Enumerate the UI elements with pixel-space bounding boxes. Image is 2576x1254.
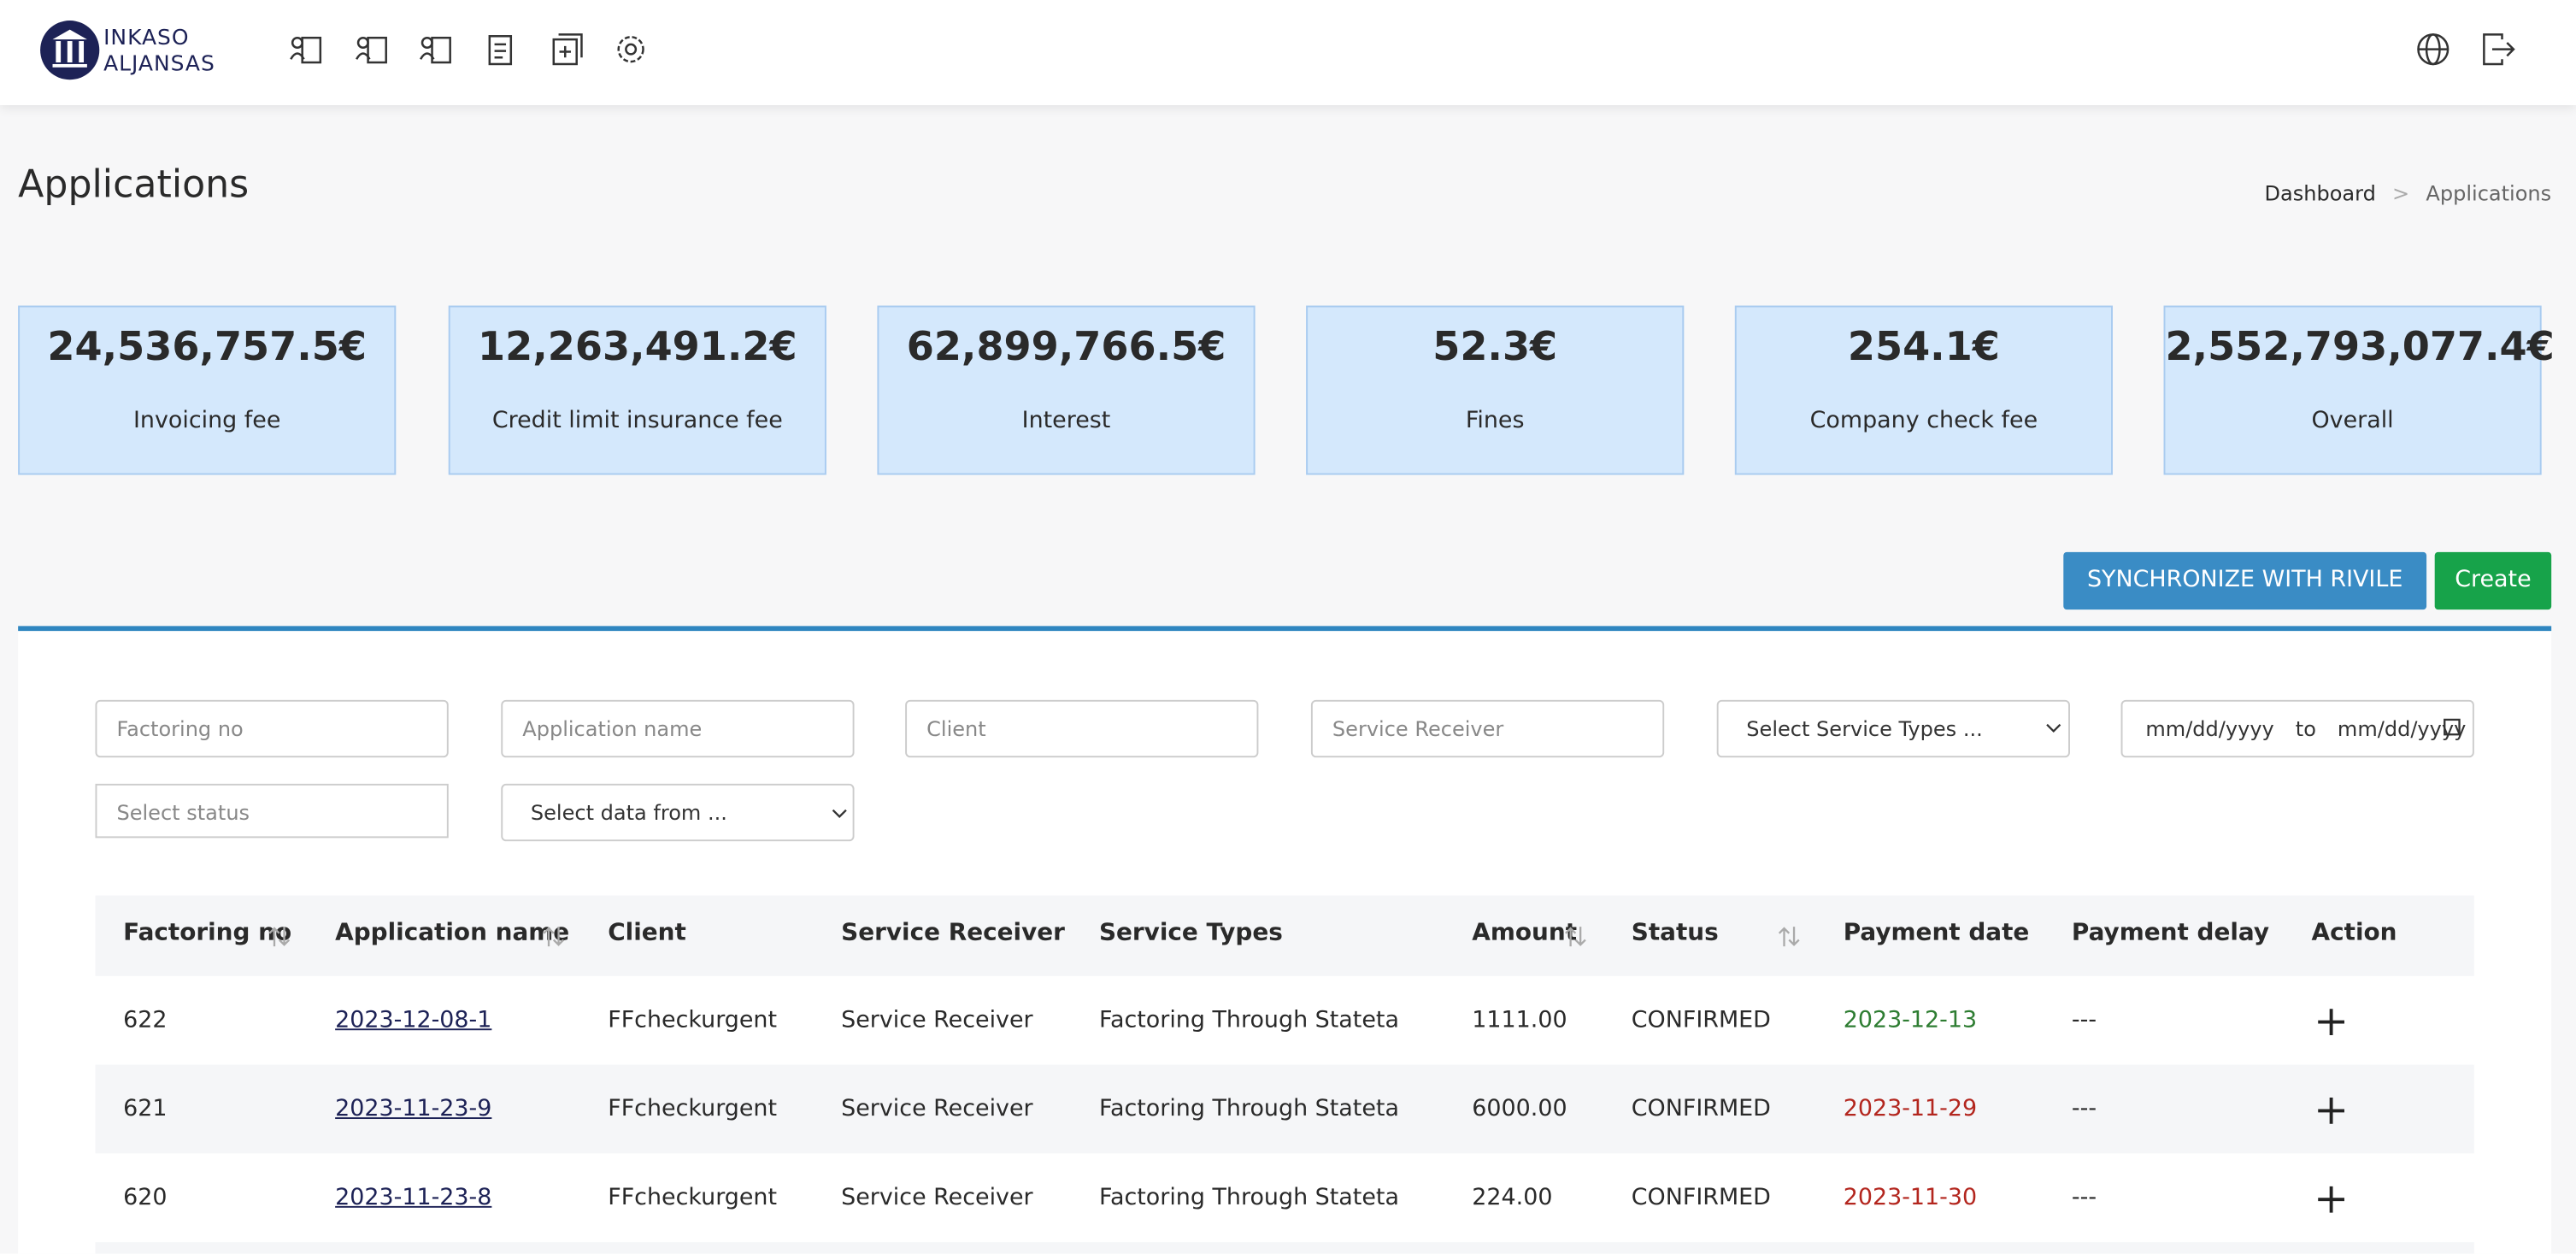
- row-bg: [95, 1242, 2474, 1254]
- filter-select[interactable]: Select status: [95, 783, 449, 839]
- table-cell: 2023-12-13: [1843, 1007, 1978, 1034]
- stat-card: 12,263,491.2€ Credit limit insurance fee: [448, 305, 826, 475]
- filter-input[interactable]: Service Receiver: [1310, 699, 1665, 758]
- stat-label: Interest: [1021, 407, 1111, 434]
- table-cell: CONFIRMED: [1631, 1007, 1771, 1034]
- add-action[interactable]: [2316, 1096, 2346, 1126]
- table-cell: Factoring Through Stateta: [1098, 1096, 1399, 1122]
- logo-text: INKASO ALJANSAS: [103, 26, 215, 79]
- stat-label: Company check fee: [1809, 407, 2038, 434]
- logo-line: ALJANSAS: [103, 52, 215, 78]
- stat-card: 254.1€ Company check fee: [1734, 305, 2113, 475]
- top-bar: INKASO ALJANSAS: [0, 0, 2576, 106]
- table-cell: FFcheckurgent: [608, 1184, 778, 1211]
- table-cell: 224.00: [1472, 1184, 1553, 1211]
- table-cell: 6000.00: [1472, 1096, 1567, 1122]
- table-cell: 2023-11-29: [1843, 1096, 1978, 1122]
- column-header: Client: [608, 920, 686, 947]
- table-cell: Service Receiver: [841, 1007, 1033, 1034]
- nav-icon[interactable]: [419, 36, 451, 64]
- nav-icon[interactable]: [488, 35, 513, 66]
- language-icon[interactable]: [2417, 33, 2450, 66]
- nav-icon[interactable]: [552, 33, 583, 66]
- column-header[interactable]: Factoring no: [123, 920, 292, 947]
- nav-icons: [290, 33, 644, 66]
- sort-icon[interactable]: [268, 925, 291, 948]
- table-cell: 620: [123, 1184, 168, 1211]
- stat-value: 24,536,757.5€: [47, 323, 367, 370]
- add-action[interactable]: [2316, 1185, 2346, 1215]
- filter-input[interactable]: Factoring no: [95, 699, 449, 758]
- date-range[interactable]: mm/dd/yyyy to mm/dd/yyyy: [2120, 699, 2474, 758]
- stat-label: Credit limit insurance fee: [491, 407, 783, 434]
- row-bg: [95, 1064, 2474, 1154]
- table-cell: 1111.00: [1472, 1007, 1567, 1034]
- sort-icon[interactable]: [542, 925, 565, 948]
- stat-label: Fines: [1465, 407, 1525, 434]
- page-title: Applications: [18, 164, 250, 208]
- table-cell: Factoring Through Stateta: [1098, 1007, 1399, 1034]
- sort-icon[interactable]: [1564, 925, 1587, 948]
- stat-value: 254.1€: [1847, 323, 2000, 370]
- column-header: Service Types: [1098, 920, 1283, 947]
- stat-label: Overall: [2311, 407, 2394, 434]
- logo-icon: [40, 21, 100, 80]
- column-header[interactable]: Status: [1631, 920, 1719, 947]
- table-cell: ---: [2071, 1184, 2097, 1211]
- table-cell: Service Receiver: [841, 1096, 1033, 1122]
- table-cell: 621: [123, 1096, 168, 1122]
- table-cell: CONFIRMED: [1631, 1184, 1771, 1211]
- stat-value: 62,899,766.5€: [906, 323, 1226, 370]
- nav-icon[interactable]: [617, 36, 644, 63]
- application-link[interactable]: 2023-11-23-9: [335, 1096, 492, 1122]
- column-header: Payment delay: [2071, 920, 2270, 947]
- add-action[interactable]: [2316, 1007, 2346, 1037]
- filter-select[interactable]: Select data from ...: [501, 783, 855, 842]
- table-cell: ---: [2071, 1007, 2097, 1034]
- create-button[interactable]: Create: [2434, 551, 2552, 610]
- sync-button[interactable]: SYNCHRONIZE WITH RIVILE: [2063, 551, 2427, 610]
- logout-icon[interactable]: [2483, 33, 2515, 66]
- breadcrumb-current: Applications: [2426, 180, 2552, 206]
- table-cell: Factoring Through Stateta: [1098, 1184, 1399, 1211]
- table-cell: 2023-11-30: [1843, 1184, 1978, 1211]
- table-cell: FFcheckurgent: [608, 1007, 778, 1034]
- table-header: [95, 895, 2474, 976]
- date-to[interactable]: mm/dd/yyyy: [2337, 716, 2467, 741]
- stat-card: 24,536,757.5€ Invoicing fee: [18, 305, 397, 475]
- application-link[interactable]: 2023-12-08-1: [335, 1007, 492, 1034]
- stat-card: 2,552,793,077.4€ Overall: [2163, 305, 2555, 475]
- table-cell: CONFIRMED: [1631, 1096, 1771, 1122]
- breadcrumb: Dashboard > Applications: [2264, 180, 2551, 205]
- breadcrumb-sep: >: [2392, 180, 2410, 206]
- sort-icon[interactable]: [1778, 925, 1801, 948]
- nav-icon[interactable]: [356, 36, 387, 64]
- stat-value: 12,263,491.2€: [478, 323, 797, 370]
- table-cell: FFcheckurgent: [608, 1096, 778, 1122]
- table-cell: ---: [2071, 1096, 2097, 1122]
- stat-card: 52.3€ Fines: [1306, 305, 1685, 475]
- application-link[interactable]: 2023-11-23-8: [335, 1184, 492, 1211]
- filter-input[interactable]: Client: [905, 699, 1259, 758]
- stat-value: 2,552,793,077.4€: [2165, 323, 2555, 370]
- column-header[interactable]: Amount: [1472, 920, 1578, 947]
- nav-icon[interactable]: [290, 36, 322, 64]
- right-icons: [2417, 33, 2515, 66]
- stat-card: 62,899,766.5€ Interest: [877, 305, 1256, 475]
- table-cell: Service Receiver: [841, 1184, 1033, 1211]
- stat-label: Invoicing fee: [132, 407, 281, 434]
- date-to-word: to: [2295, 716, 2316, 741]
- column-header: Action: [2311, 920, 2397, 947]
- column-header: Service Receiver: [841, 920, 1065, 947]
- filter-input[interactable]: Application name: [501, 699, 855, 758]
- logo-line: INKASO: [103, 26, 190, 51]
- table-cell: 622: [123, 1007, 168, 1034]
- stat-value: 52.3€: [1432, 323, 1558, 370]
- filter-select[interactable]: Select Service Types ...: [1716, 699, 2070, 758]
- column-header: Payment date: [1843, 920, 2030, 947]
- date-from[interactable]: mm/dd/yyyy: [2145, 716, 2274, 741]
- column-header[interactable]: Application name: [335, 920, 570, 947]
- breadcrumb-link[interactable]: Dashboard: [2264, 180, 2376, 206]
